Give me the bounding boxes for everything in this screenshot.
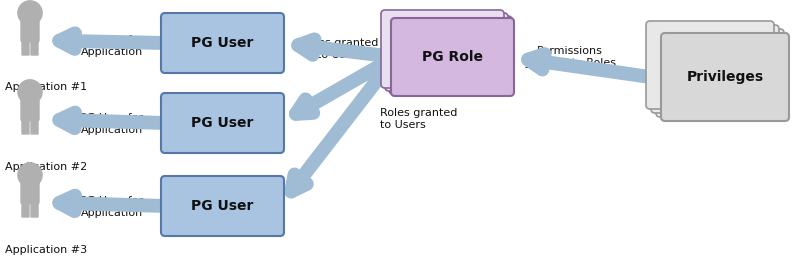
FancyBboxPatch shape <box>646 21 774 109</box>
FancyBboxPatch shape <box>30 118 38 135</box>
FancyBboxPatch shape <box>385 13 508 91</box>
Text: PG User for
Application: PG User for Application <box>81 35 143 57</box>
FancyBboxPatch shape <box>22 201 30 218</box>
FancyBboxPatch shape <box>30 40 38 56</box>
FancyBboxPatch shape <box>20 19 40 42</box>
Text: PG User for
Application: PG User for Application <box>81 196 143 218</box>
Circle shape <box>18 80 42 104</box>
Text: Application #1: Application #1 <box>5 82 87 92</box>
Text: PG Role: PG Role <box>422 50 483 64</box>
Text: PG User: PG User <box>191 36 254 50</box>
FancyBboxPatch shape <box>656 29 784 117</box>
Text: Application #2: Application #2 <box>5 162 87 172</box>
Text: Roles granted
to Users: Roles granted to Users <box>380 108 458 130</box>
Text: Application #3: Application #3 <box>5 245 87 255</box>
FancyBboxPatch shape <box>22 40 30 56</box>
FancyBboxPatch shape <box>22 118 30 135</box>
FancyBboxPatch shape <box>651 25 779 113</box>
Text: PG User: PG User <box>191 199 254 213</box>
FancyBboxPatch shape <box>20 180 40 205</box>
FancyBboxPatch shape <box>381 10 504 88</box>
FancyBboxPatch shape <box>30 201 38 218</box>
FancyBboxPatch shape <box>661 33 789 121</box>
FancyBboxPatch shape <box>20 98 40 121</box>
Circle shape <box>18 163 42 187</box>
FancyBboxPatch shape <box>161 93 284 153</box>
FancyBboxPatch shape <box>389 16 512 94</box>
FancyBboxPatch shape <box>161 176 284 236</box>
Text: PG User: PG User <box>191 116 254 130</box>
FancyBboxPatch shape <box>391 18 514 96</box>
Text: PG User for
Application: PG User for Application <box>81 113 143 135</box>
Text: Permissions
granted to Roles: Permissions granted to Roles <box>524 46 616 68</box>
Circle shape <box>18 1 42 25</box>
FancyBboxPatch shape <box>161 13 284 73</box>
Text: Roles granted
to Users: Roles granted to Users <box>302 38 378 60</box>
Text: Privileges: Privileges <box>686 70 763 84</box>
